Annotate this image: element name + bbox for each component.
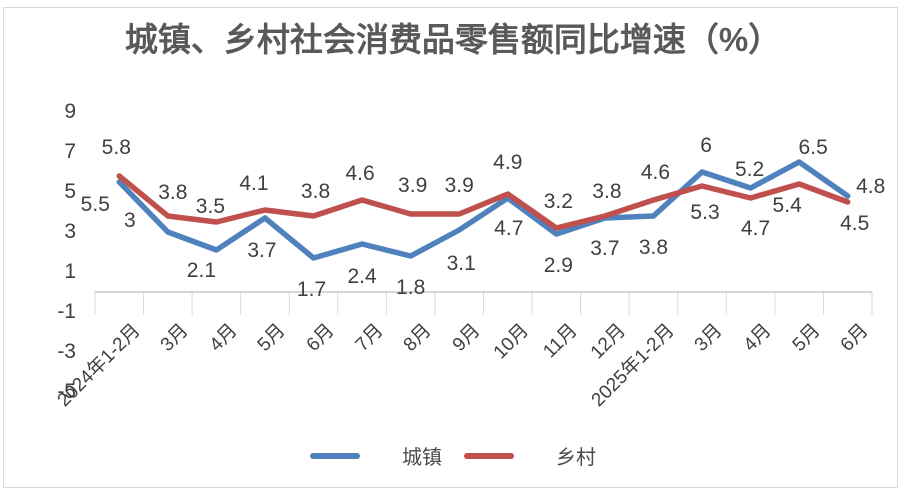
data-label-乡村-8: 4.9 bbox=[493, 151, 523, 174]
series-line-1 bbox=[116, 173, 851, 231]
series-line-0 bbox=[116, 159, 851, 261]
y-tick-label: 5 bbox=[64, 180, 76, 203]
data-label-城镇-11: 3.8 bbox=[638, 236, 669, 259]
data-label-城镇-6: 1.8 bbox=[396, 276, 426, 299]
legend-item: 乡村 bbox=[464, 441, 596, 470]
data-label-城镇-5: 2.4 bbox=[347, 265, 377, 288]
data-label-乡村-3: 4.1 bbox=[239, 172, 269, 195]
legend-swatch bbox=[464, 452, 514, 459]
legend-item: 城镇 bbox=[310, 441, 442, 470]
data-label-城镇-12: 6 bbox=[700, 134, 712, 157]
data-label-乡村-15: 4.5 bbox=[840, 212, 870, 235]
data-label-乡村-4: 3.8 bbox=[300, 180, 331, 203]
data-label-乡村-0: 5.8 bbox=[101, 136, 131, 159]
chart-title: 城镇、乡村社会消费品零售额同比增速（%） bbox=[124, 21, 782, 58]
data-label-城镇-13: 5.2 bbox=[734, 158, 765, 181]
data-label-乡村-10: 3.8 bbox=[592, 180, 622, 203]
chart-frame bbox=[3, 7, 898, 488]
legend-swatch bbox=[310, 452, 360, 459]
data-label-乡村-9: 3.2 bbox=[543, 190, 573, 213]
legend-label: 乡村 bbox=[556, 447, 596, 469]
data-label-城镇-10: 3.7 bbox=[590, 237, 620, 260]
data-label-乡村-6: 3.9 bbox=[398, 174, 428, 197]
y-tick-label: 9 bbox=[64, 100, 76, 123]
data-label-城镇-4: 1.7 bbox=[296, 278, 327, 301]
data-label-乡村-12: 5.3 bbox=[690, 201, 720, 224]
data-label-乡村-2: 3.5 bbox=[195, 195, 226, 218]
legend-label: 城镇 bbox=[402, 447, 442, 469]
y-tick-label: -1 bbox=[57, 300, 76, 323]
data-label-城镇-14: 6.5 bbox=[798, 136, 828, 159]
data-label-城镇-2: 2.1 bbox=[186, 259, 217, 282]
y-tick-label: -3 bbox=[57, 340, 76, 363]
data-label-城镇-15: 4.8 bbox=[856, 175, 886, 198]
data-label-乡村-13: 4.7 bbox=[740, 217, 771, 240]
data-label-城镇-1: 3 bbox=[124, 209, 136, 232]
data-label-乡村-7: 3.9 bbox=[444, 174, 474, 197]
data-label-城镇-7: 3.1 bbox=[446, 252, 476, 275]
y-tick-label: 1 bbox=[64, 260, 76, 283]
data-label-城镇-9: 2.9 bbox=[543, 254, 573, 277]
data-label-乡村-1: 3.8 bbox=[158, 181, 188, 204]
data-label-乡村-5: 4.6 bbox=[345, 162, 375, 185]
data-label-乡村-11: 4.6 bbox=[640, 161, 671, 184]
data-label-城镇-3: 3.7 bbox=[247, 239, 277, 262]
data-label-城镇-0: 5.5 bbox=[80, 193, 110, 216]
data-label-乡村-14: 5.4 bbox=[772, 194, 802, 217]
y-tick-label: 7 bbox=[64, 140, 76, 163]
data-label-城镇-8: 4.7 bbox=[494, 217, 524, 240]
y-tick-label: -5 bbox=[57, 380, 76, 403]
y-tick-label: 3 bbox=[64, 220, 76, 243]
legend: 城镇 乡村 bbox=[0, 441, 906, 470]
